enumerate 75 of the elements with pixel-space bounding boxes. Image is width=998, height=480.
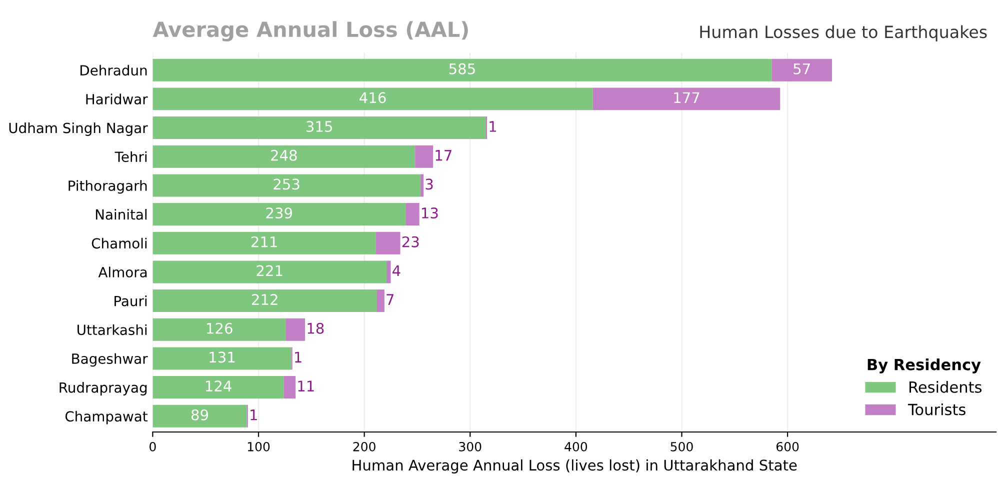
bar [420, 174, 424, 197]
bar [152, 203, 406, 226]
chart-title: Average Annual Loss (AAL) [152, 21, 468, 42]
bar [152, 290, 378, 312]
data-label: 23 [402, 236, 419, 248]
x-tick-label: 200 [353, 442, 376, 452]
bar [152, 376, 284, 399]
bar [592, 88, 780, 110]
y-tick-label: Chamoli [92, 238, 147, 249]
data-label: 248 [271, 150, 297, 161]
data-label: 253 [274, 178, 300, 190]
data-label: 126 [207, 322, 232, 334]
x-tick-label: 300 [459, 442, 482, 452]
bar [415, 145, 434, 168]
data-label: 57 [794, 63, 810, 74]
bar [772, 58, 832, 82]
bar [376, 232, 400, 254]
data-label: 239 [266, 207, 292, 219]
y-tick-label: Almora [98, 266, 147, 278]
x-axis-title: Human Average Annual Loss (lives lost) in Uttarakhand State [352, 459, 797, 474]
data-label: 1 [490, 121, 496, 132]
y-tick-label: Tehri [114, 151, 147, 162]
bar [377, 290, 384, 312]
data-label: 177 [674, 92, 700, 103]
y-tick-label: Champawat [65, 410, 148, 424]
data-label: 18 [308, 322, 324, 334]
y-tick-label: Udham Singh Nagar [9, 122, 148, 136]
data-label: 13 [422, 207, 438, 219]
y-tick-label: Rudraprayag [60, 382, 147, 396]
bar [406, 203, 420, 226]
bar [286, 318, 306, 341]
x-tick-label: 400 [564, 442, 588, 452]
data-label: 585 [449, 63, 475, 74]
bar [152, 347, 292, 370]
data-label: 212 [252, 294, 278, 305]
data-label: 211 [251, 236, 277, 248]
chart-subtitle: Human Losses due to Earthquakes [700, 25, 987, 42]
legend-label: Tourists [908, 403, 966, 416]
x-tick-label: 600 [776, 442, 799, 452]
data-label: 416 [360, 92, 386, 104]
legend-title: By Residency [868, 358, 981, 374]
bar [152, 88, 593, 110]
y-tick-label: Uttarkashi [78, 324, 147, 336]
y-tick-label: Nainital [96, 209, 147, 220]
x-tick-label: 100 [248, 442, 270, 452]
x-tick-label: 500 [670, 442, 693, 452]
bar [386, 260, 391, 284]
data-label: 11 [298, 380, 314, 392]
bar [284, 376, 296, 399]
y-tick-label: Pithoragarh [68, 180, 147, 194]
data-label: 221 [256, 265, 282, 276]
bar [152, 318, 286, 341]
y-tick-label: Pauri [114, 296, 147, 306]
data-label: 131 [210, 352, 235, 363]
y-tick-label: Bageshwar [72, 353, 148, 367]
data-label: 4 [392, 265, 400, 276]
data-label: 315 [306, 120, 332, 132]
data-label: 89 [191, 409, 208, 420]
data-label: 1 [250, 410, 257, 420]
y-tick-label: Dehradun [80, 64, 147, 76]
bar [152, 174, 420, 197]
bar [152, 232, 376, 254]
bar [152, 116, 486, 140]
data-label: 1 [295, 352, 302, 362]
data-label: 7 [386, 294, 394, 305]
bar [152, 58, 772, 82]
data-label: 17 [436, 150, 452, 161]
bar [152, 145, 416, 168]
data-label: 3 [426, 178, 433, 190]
bar [152, 404, 247, 428]
legend-label: Residents [909, 381, 982, 393]
data-label: 124 [206, 380, 232, 392]
y-tick-label: Haridwar [86, 94, 148, 104]
x-tick-label: 0 [150, 442, 156, 452]
bar [152, 260, 387, 284]
